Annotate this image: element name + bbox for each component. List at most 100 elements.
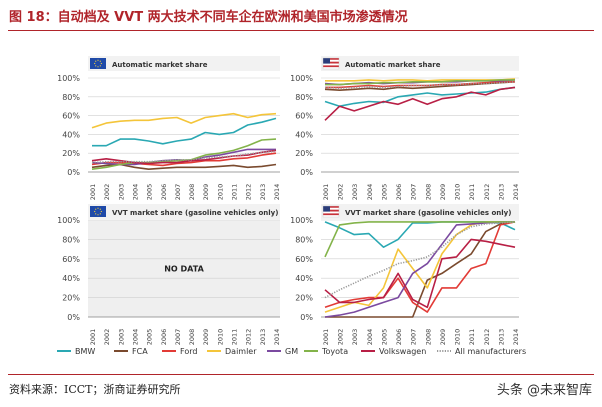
x-tick-label: 2001 xyxy=(322,184,330,201)
flag-stripe xyxy=(323,63,339,66)
x-tick-label: 2006 xyxy=(160,184,168,201)
x-tick-label: 2010 xyxy=(216,184,224,201)
chart-title: VVT market share (gasoline vehicles only… xyxy=(345,209,511,217)
x-tick-label: 2006 xyxy=(395,184,403,201)
title-divider xyxy=(8,30,594,31)
chart-legend: BMW FCA Ford Daimler GM Toyota Volkswagen All m… xyxy=(57,347,526,356)
series-line-gm xyxy=(324,221,515,318)
x-tick-label: 2003 xyxy=(117,184,125,201)
x-tick-label: 2012 xyxy=(483,184,491,201)
x-tick-label: 2001 xyxy=(322,329,330,346)
flag-star xyxy=(99,60,101,62)
chart-title: Automatic market share xyxy=(345,61,441,69)
x-tick-label: 2007 xyxy=(174,184,182,201)
legend-label: Daimler xyxy=(225,347,257,356)
legend-label: GM xyxy=(285,347,298,356)
series-line-bmw xyxy=(324,221,516,248)
flag-star xyxy=(99,213,101,215)
x-tick-label: 2014 xyxy=(512,329,520,346)
flag-border xyxy=(322,205,340,218)
x-tick-label: 2002 xyxy=(337,184,345,201)
x-tick-label: 2004 xyxy=(366,184,374,201)
flag-stripe xyxy=(323,67,339,70)
legend-label: BMW xyxy=(75,347,95,356)
flag-star xyxy=(97,214,99,216)
series-line-bmw xyxy=(92,117,277,147)
y-tick-label: 80% xyxy=(295,93,313,102)
x-tick-label: 2011 xyxy=(468,329,476,346)
flag-star xyxy=(100,210,102,213)
x-tick-label: 2001 xyxy=(89,329,97,346)
y-tick-label: 40% xyxy=(62,274,80,283)
series-line-ford xyxy=(91,152,277,167)
x-tick-label: 2009 xyxy=(202,184,210,201)
x-tick-label: 2007 xyxy=(410,184,418,201)
y-tick-label: 100% xyxy=(290,216,313,225)
flag-star xyxy=(95,65,97,67)
flag-stripe xyxy=(323,213,339,216)
flag-star xyxy=(99,208,101,210)
eu-flag-icon xyxy=(90,206,106,217)
x-tick-label: 2002 xyxy=(103,329,111,346)
y-tick-label: 80% xyxy=(62,93,80,102)
series-line-volkswagen xyxy=(91,149,277,165)
x-tick-label: 2005 xyxy=(380,184,388,201)
flag-star xyxy=(100,62,102,65)
x-tick-label: 2011 xyxy=(231,184,239,201)
x-tick-label: 2007 xyxy=(174,329,182,346)
x-tick-label: 2011 xyxy=(231,329,239,346)
x-tick-label: 2004 xyxy=(131,184,139,201)
y-tick-label: 40% xyxy=(62,130,80,139)
source-note: 资料来源：ICCT；浙商证券研究所 xyxy=(9,383,181,396)
x-tick-label: 2003 xyxy=(117,329,125,346)
x-tick-label: 2004 xyxy=(131,329,139,346)
flag-star xyxy=(94,62,96,65)
y-tick-label: 0% xyxy=(300,168,313,177)
series-line-daimler xyxy=(91,112,277,129)
flag-stripe xyxy=(323,61,339,64)
x-tick-label: 2012 xyxy=(245,329,253,346)
series-line-toyota xyxy=(325,79,515,86)
series-line-fca xyxy=(325,221,516,318)
y-tick-label: 60% xyxy=(62,112,80,121)
x-tick-label: 2005 xyxy=(146,329,154,346)
footer-divider xyxy=(8,374,594,375)
series-line-ford xyxy=(324,221,516,313)
x-tick-label: 2013 xyxy=(497,329,505,346)
flag-star xyxy=(99,65,101,67)
chart-title: Automatic market share xyxy=(112,61,208,69)
x-tick-label: 2001 xyxy=(89,184,97,201)
x-tick-label: 2005 xyxy=(380,329,388,346)
y-tick-label: 0% xyxy=(67,313,80,322)
y-tick-label: 100% xyxy=(290,74,313,83)
y-tick-label: 80% xyxy=(295,235,313,244)
no-data-label: NO DATA xyxy=(164,265,204,274)
x-tick-label: 2004 xyxy=(366,329,374,346)
y-tick-label: 0% xyxy=(67,168,80,177)
flag-field xyxy=(90,58,106,69)
x-tick-label: 2013 xyxy=(259,329,267,346)
x-tick-label: 2013 xyxy=(259,184,267,201)
flag-canton xyxy=(323,58,330,64)
y-tick-label: 20% xyxy=(295,149,313,158)
flag-stripe xyxy=(323,206,339,208)
x-tick-label: 2009 xyxy=(202,329,210,346)
x-tick-label: 2013 xyxy=(497,184,505,201)
watermark: 头条 @未来智库 xyxy=(496,383,592,398)
flag-stripe xyxy=(323,215,339,218)
us-flag-icon xyxy=(322,57,340,70)
x-tick-label: 2014 xyxy=(512,184,520,201)
y-tick-label: 60% xyxy=(62,255,80,264)
us-flag-icon xyxy=(322,205,340,218)
x-tick-label: 2010 xyxy=(454,329,462,346)
x-tick-label: 2008 xyxy=(424,184,432,201)
flag-border xyxy=(322,57,340,70)
x-tick-label: 2006 xyxy=(160,329,168,346)
series-line-bmw xyxy=(324,86,516,107)
eu-flag-icon xyxy=(90,58,106,69)
chart-panel-2: Automatic market share 0% 20% 40% 60% 80% 100%… xyxy=(290,56,520,200)
x-tick-label: 2002 xyxy=(337,329,345,346)
y-tick-label: 60% xyxy=(295,255,313,264)
x-tick-label: 2009 xyxy=(439,329,447,346)
chart-panel-4: VVT market share (gasoline vehicles only… xyxy=(290,204,520,345)
